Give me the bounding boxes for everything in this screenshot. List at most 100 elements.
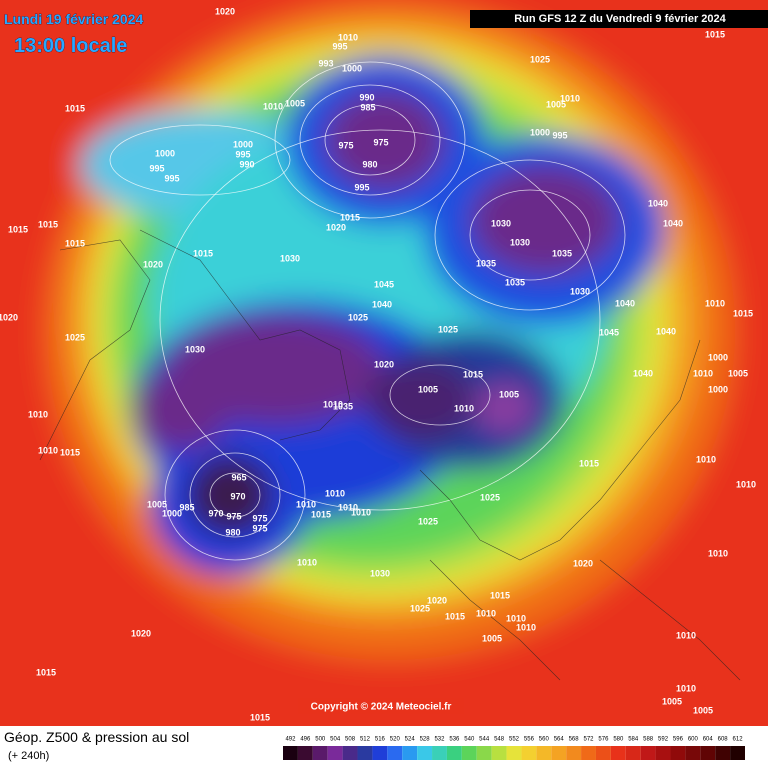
pressure-label: 1015 xyxy=(340,212,360,222)
colorbar-cell xyxy=(625,746,641,760)
colorbar-cell xyxy=(670,746,686,760)
pressure-label: 1015 xyxy=(38,219,58,229)
pressure-label: 1025 xyxy=(480,492,500,502)
pressure-label: 1030 xyxy=(370,568,390,578)
pressure-label: 1010 xyxy=(516,622,536,632)
colorbar-label: 564 xyxy=(554,737,565,743)
pressure-label: 1000 xyxy=(530,127,550,137)
pressure-label: 1005 xyxy=(499,389,519,399)
pressure-label: 1015 xyxy=(250,712,270,722)
pressure-label: 1010 xyxy=(506,613,526,623)
colorbar-cell xyxy=(610,746,626,760)
pressure-label: 1010 xyxy=(454,403,474,413)
pressure-label: 1015 xyxy=(311,509,331,519)
pressure-label: 1015 xyxy=(65,238,85,248)
pressure-label: 975 xyxy=(338,140,353,150)
colorbar-cell xyxy=(357,746,373,760)
pressure-label: 980 xyxy=(362,159,377,169)
pressure-label: 1010 xyxy=(38,445,58,455)
pressure-label: 993 xyxy=(318,58,333,68)
pressure-label: 1040 xyxy=(372,299,392,309)
colorbar-label: 540 xyxy=(464,737,475,743)
colorbar-label: 612 xyxy=(733,737,744,743)
colorbar-label: 580 xyxy=(613,737,624,743)
pressure-label: 1010 xyxy=(297,557,317,567)
pressure-label: 1005 xyxy=(147,499,167,509)
pressure-label: 990 xyxy=(239,159,254,169)
pressure-label: 990 xyxy=(359,92,374,102)
colorbar-cell xyxy=(595,746,611,760)
pressure-label: 975 xyxy=(226,511,241,521)
pressure-label: 1040 xyxy=(633,368,653,378)
colorbar-cell xyxy=(476,746,492,760)
pressure-label: 1035 xyxy=(333,401,353,411)
coastlines xyxy=(39,229,741,681)
pressure-label: 1040 xyxy=(648,198,668,208)
pressure-label: 1010 xyxy=(693,368,713,378)
lead-time: (+ 240h) xyxy=(8,750,49,762)
pressure-label: 1010 xyxy=(736,479,756,489)
pressure-label: 1010 xyxy=(476,608,496,618)
colorbar-label: 504 xyxy=(330,737,341,743)
pressure-label: 1010 xyxy=(705,298,725,308)
pressure-label: 1010 xyxy=(338,502,358,512)
colorbar-cell xyxy=(342,746,358,760)
pressure-label: 1040 xyxy=(656,326,676,336)
colorbar-label: 592 xyxy=(658,737,669,743)
pressure-label: 1005 xyxy=(482,633,502,643)
colorbar-label: 520 xyxy=(390,737,401,743)
isobars xyxy=(109,61,626,561)
pressure-label: 1015 xyxy=(490,590,510,600)
colorbar-cell xyxy=(327,746,343,760)
pressure-label: 1010 xyxy=(28,409,48,419)
pressure-label: 1020 xyxy=(374,359,394,369)
pressure-label: 970 xyxy=(230,491,245,501)
colorbar-cell xyxy=(312,746,328,760)
colorbar-label: 492 xyxy=(285,737,296,743)
pressure-label: 1010 xyxy=(263,101,283,111)
pressure-label: 1000 xyxy=(155,148,175,158)
pressure-label: 975 xyxy=(373,137,388,147)
colorbar-cell xyxy=(715,746,731,760)
copyright-bg xyxy=(298,698,464,714)
pressure-label: 1040 xyxy=(615,298,635,308)
pressure-label: 995 xyxy=(235,149,250,159)
pressure-label: 1010 xyxy=(560,93,580,103)
pressure-label: 1005 xyxy=(693,705,713,715)
pressure-label: 980 xyxy=(225,527,240,537)
colorbar-label: 536 xyxy=(449,737,460,743)
colorbar-label: 548 xyxy=(494,737,505,743)
pressure-label: 1030 xyxy=(510,237,530,247)
colorbar-label: 560 xyxy=(539,737,550,743)
pressure-label: 1015 xyxy=(445,611,465,621)
pressure-label: 1010 xyxy=(323,399,343,409)
pressure-label: 1010 xyxy=(676,683,696,693)
colorbar-cell xyxy=(730,746,745,760)
pressure-label: 995 xyxy=(149,163,164,173)
pressure-label: 1020 xyxy=(143,259,163,269)
forecast-time: 13:00 locale xyxy=(14,35,127,57)
pressure-label: 1020 xyxy=(573,558,593,568)
pressure-label: 1010 xyxy=(351,507,371,517)
colorbar-label: 568 xyxy=(569,737,580,743)
pressure-label: 995 xyxy=(552,130,567,140)
colorbar-label: 532 xyxy=(434,737,445,743)
run-banner xyxy=(470,10,768,28)
pressure-label: 1010 xyxy=(708,548,728,558)
pressure-label: 995 xyxy=(332,41,347,51)
pressure-label: 975 xyxy=(252,523,267,533)
colorbar-label: 528 xyxy=(420,737,431,743)
pressure-label: 1015 xyxy=(65,103,85,113)
pressure-label: 1025 xyxy=(530,54,550,64)
pressure-label: 1025 xyxy=(438,324,458,334)
pressure-label: 1030 xyxy=(491,218,511,228)
pressure-label: 975 xyxy=(252,513,267,523)
colorbar-label: 496 xyxy=(300,737,311,743)
pressure-label: 1000 xyxy=(342,63,362,73)
pressure-label: 1010 xyxy=(296,499,316,509)
colorbar-cell xyxy=(551,746,567,760)
pressure-label: 1015 xyxy=(36,667,56,677)
map-title: Géop. Z500 & pression au sol xyxy=(4,729,189,745)
colorbar-label: 544 xyxy=(479,737,490,743)
